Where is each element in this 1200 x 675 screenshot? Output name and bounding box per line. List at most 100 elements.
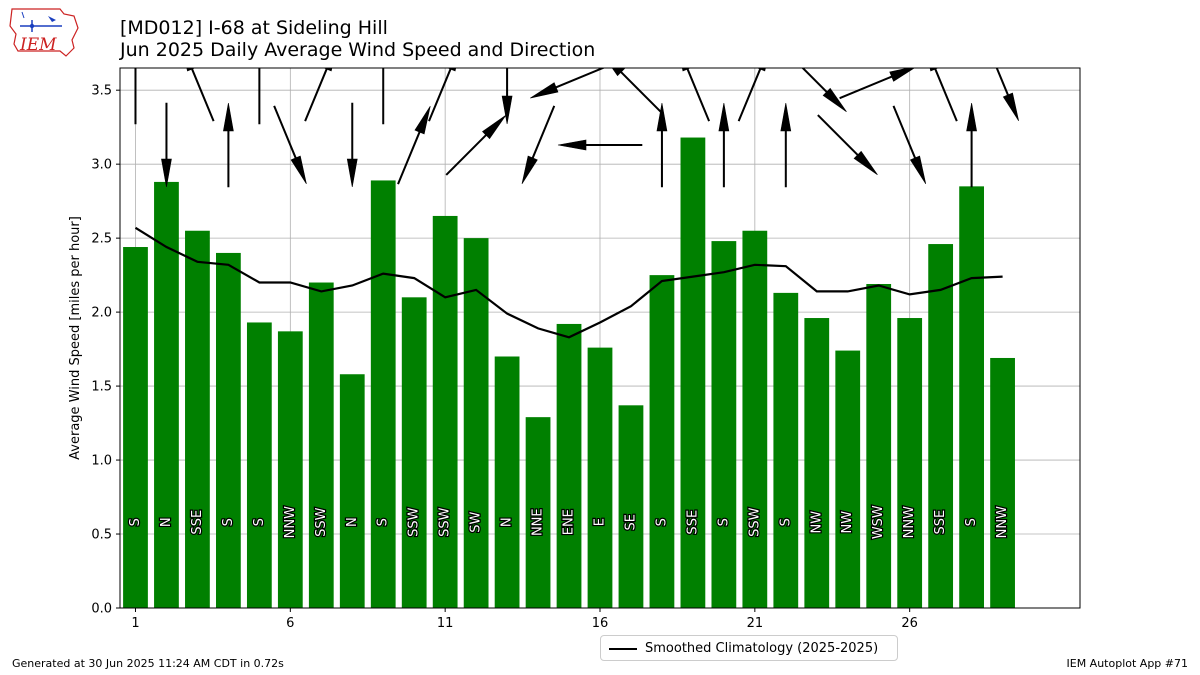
y-tick-label: 0.0: [91, 602, 112, 617]
direction-arrow: [737, 68, 772, 122]
direction-label: N: [159, 517, 174, 527]
y-tick-label: 2.0: [91, 306, 112, 321]
direction-label: NNE: [531, 508, 546, 536]
direction-label: SSW: [314, 507, 329, 537]
direction-arrow-shape: [601, 68, 662, 113]
direction-arrow: [181, 68, 215, 122]
x-tick-label: 11: [437, 616, 454, 631]
direction-arrow: [377, 68, 389, 125]
direction-arrow-shape: [181, 68, 215, 122]
direction-arrow-shape: [780, 102, 792, 188]
chart-subtitle: Jun 2025 Daily Average Wind Speed and Di…: [120, 39, 596, 61]
direction-arrow: [130, 68, 141, 125]
climatology-line: [134, 226, 1003, 339]
direction-label: S: [252, 518, 267, 526]
direction-arrow-shape: [445, 115, 507, 176]
direction-arrow-shape: [557, 139, 643, 151]
wind-bar: [401, 297, 427, 608]
direction-arrow-shape: [501, 68, 513, 125]
direction-arrow: [966, 102, 977, 188]
direction-label: N: [500, 517, 515, 527]
y-tick-label: 1.5: [91, 380, 112, 395]
wind-bar: [308, 282, 334, 608]
wind-bar: [123, 247, 148, 608]
wind-bar: [432, 215, 458, 609]
wind-bar: [525, 417, 551, 608]
wind-bar: [277, 331, 303, 608]
direction-label: S: [778, 518, 793, 526]
direction-arrow: [304, 68, 338, 122]
direction-arrow: [892, 105, 927, 184]
direction-label: SSW: [747, 507, 762, 537]
direction-arrow-shape: [397, 106, 431, 185]
wind-bar: [463, 238, 489, 608]
direction-arrow: [718, 102, 730, 188]
direction-arrow: [817, 114, 878, 175]
direction-arrow: [676, 68, 711, 122]
direction-arrow-shape: [346, 102, 358, 188]
direction-label: S: [964, 518, 979, 526]
direction-arrow: [530, 68, 609, 99]
direction-label: SSE: [933, 510, 948, 535]
direction-arrow: [445, 115, 507, 176]
wind-bar: [556, 323, 582, 608]
legend: Smoothed Climatology (2025-2025): [600, 635, 898, 661]
direction-label: SE: [623, 514, 638, 530]
direction-label: WSW: [871, 505, 886, 539]
wind-bar: [216, 252, 241, 608]
wind-bar: [370, 180, 396, 608]
direction-arrow: [521, 105, 556, 184]
iem-logo: IEM: [9, 8, 79, 57]
direction-arrow-shape: [817, 114, 878, 175]
direction-label: ENE: [562, 509, 577, 535]
wind-bar: [587, 347, 613, 608]
direction-arrow-shape: [223, 102, 234, 188]
direction-arrow-shape: [839, 68, 918, 100]
direction-arrow: [839, 68, 918, 100]
wind-bar: [339, 374, 365, 608]
direction-arrow: [656, 102, 668, 188]
wind-bar: [773, 292, 799, 608]
direction-arrow-shape: [130, 68, 141, 125]
legend-label: Smoothed Climatology (2025-2025): [645, 641, 879, 656]
direction-label: NW: [809, 511, 824, 534]
direction-arrow: [924, 68, 958, 122]
wind-bar: [494, 356, 520, 608]
y-axis-label: Average Wind Speed [miles per hour]: [68, 216, 83, 460]
y-tick-label: 0.5: [91, 528, 112, 543]
wind-bar: [154, 181, 179, 609]
y-tick-label: 3.5: [91, 84, 112, 99]
direction-label: NNW: [902, 506, 917, 538]
app-label: IEM Autoplot App #71: [1066, 657, 1189, 670]
direction-arrow: [601, 68, 662, 113]
logo-text: IEM: [19, 35, 57, 55]
x-tick-label: 21: [747, 616, 764, 631]
direction-label: S: [376, 518, 391, 526]
direction-label: SSW: [438, 507, 453, 537]
direction-arrow-shape: [786, 68, 847, 112]
direction-label: S: [128, 518, 143, 526]
direction-label: S: [221, 518, 236, 526]
wind-bar: [804, 318, 830, 608]
direction-arrow-shape: [676, 68, 711, 122]
direction-arrow-shape: [985, 68, 1019, 121]
wind-bar: [246, 322, 272, 608]
direction-arrow-shape: [530, 68, 609, 99]
wind-bar: [680, 137, 706, 608]
direction-arrow: [557, 139, 643, 151]
direction-arrow-shape: [966, 102, 977, 188]
direction-label: N: [345, 517, 360, 527]
direction-label: SSE: [190, 510, 205, 535]
direction-arrow: [786, 68, 847, 112]
direction-label: NW: [840, 511, 855, 534]
direction-arrow-shape: [253, 68, 265, 125]
direction-label: SSW: [407, 507, 422, 537]
wind-bar: [618, 405, 644, 608]
direction-arrow-shape: [924, 68, 958, 122]
direction-label: S: [654, 518, 669, 526]
direction-arrow: [346, 102, 358, 188]
direction-arrow: [223, 102, 234, 188]
direction-arrow-shape: [377, 68, 389, 125]
wind-bar: [835, 350, 861, 608]
